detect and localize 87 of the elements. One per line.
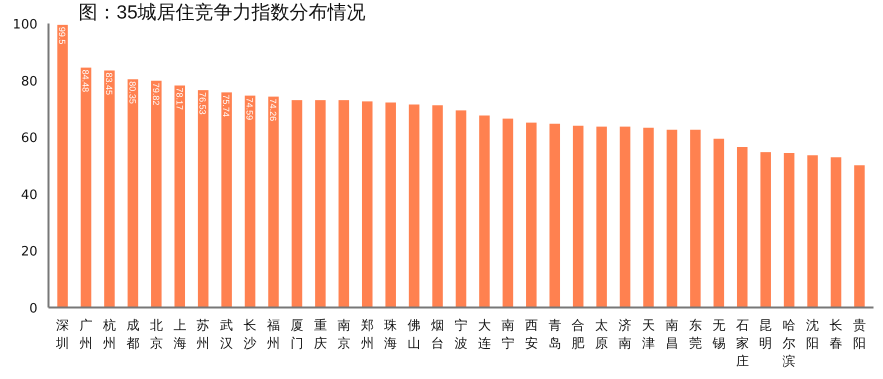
chart-title: 图：35城居住竞争力指数分布情况 [78, 2, 366, 24]
x-tick-label: 烟台 [431, 318, 444, 352]
x-tick-label: 北京 [150, 318, 163, 352]
bar [736, 147, 748, 308]
x-tick-label: 福州 [267, 318, 280, 352]
x-tick-label: 宁波 [454, 318, 468, 352]
data-label: 79.82 [150, 82, 161, 106]
x-tick-label: 哈尔滨 [782, 318, 796, 370]
data-label: 84.48 [80, 70, 90, 92]
bar [315, 100, 326, 308]
x-tick-label: 杭州 [102, 318, 116, 352]
x-tick-label: 无锡 [711, 318, 726, 352]
bar [643, 128, 654, 308]
bar [807, 155, 818, 308]
bar [174, 85, 186, 308]
y-tick-label: 60 [20, 131, 38, 146]
x-tick-label: 太原 [595, 318, 608, 352]
x-tick-label: 深圳 [55, 318, 70, 352]
bar [620, 126, 630, 308]
bar [830, 157, 842, 308]
x-tick-label: 合肥 [572, 318, 585, 352]
y-tick-label: 100 [12, 18, 38, 32]
x-tick-label: 长春 [830, 318, 842, 352]
data-label: 80.35 [127, 81, 138, 104]
bar [128, 79, 138, 308]
x-tick-label: 郑州 [360, 318, 374, 352]
bar [690, 130, 701, 308]
y-tick-label: 0 [29, 302, 38, 316]
bar [596, 126, 607, 308]
data-label: 74.59 [244, 98, 255, 120]
data-label: 75.74 [221, 94, 232, 117]
bar [221, 92, 232, 308]
x-tick-label: 佛山 [408, 318, 421, 352]
bar [57, 24, 68, 308]
x-tick-label: 南京 [337, 318, 350, 352]
bar [292, 100, 302, 308]
y-tick-label: 20 [20, 244, 38, 260]
x-tick-label: 东莞 [688, 318, 702, 352]
bar [760, 152, 771, 308]
bar [714, 138, 724, 308]
x-tick-label: 沈阳 [806, 318, 820, 352]
x-tick-label: 成都 [126, 318, 140, 352]
bar [244, 96, 256, 308]
x-tick-label: 贵阳 [852, 318, 866, 352]
data-label: 76.53 [198, 92, 208, 115]
bar [479, 116, 490, 308]
data-label: 83.45 [104, 72, 114, 96]
data-label: 74.26 [268, 98, 278, 122]
bar [549, 124, 560, 308]
x-tick-label: 珠海 [384, 318, 398, 352]
bar [104, 70, 115, 308]
x-tick-label: 苏州 [196, 318, 210, 352]
x-tick-label: 重庆 [314, 318, 327, 352]
x-tick-label: 天津 [642, 318, 655, 352]
bar [338, 100, 350, 308]
x-tick-label: 长沙 [244, 318, 257, 352]
bar [362, 101, 373, 308]
x-tick-label: 广州 [80, 318, 92, 352]
bar [784, 153, 794, 308]
x-tick-label: 大连 [478, 318, 491, 352]
bar [385, 102, 396, 308]
bar [151, 80, 162, 308]
bar [526, 122, 537, 308]
bar [854, 165, 865, 308]
bar [408, 104, 420, 308]
x-tick-label: 上海 [173, 318, 186, 352]
x-tick-label: 济南 [618, 318, 632, 352]
bar [268, 96, 279, 308]
y-tick-label: 80 [20, 74, 38, 90]
y-tick-label: 40 [20, 188, 38, 203]
x-tick-label: 厦门 [290, 318, 304, 352]
bar [502, 118, 514, 308]
bar [666, 130, 678, 308]
bar [572, 126, 584, 308]
bar [198, 90, 208, 308]
x-tick-label: 南宁 [501, 318, 514, 352]
data-label: 99.5 [57, 26, 68, 44]
x-tick-label: 石家庄 [736, 318, 749, 370]
x-tick-label: 青岛 [548, 318, 562, 352]
bar [80, 68, 92, 308]
bar [432, 105, 443, 308]
x-tick-label: 武汉 [220, 318, 234, 352]
bar [456, 110, 466, 308]
x-tick-label: 南昌 [665, 318, 678, 352]
data-label: 78.17 [174, 87, 184, 110]
x-tick-label: 西安 [524, 318, 538, 352]
x-tick-label: 昆明 [759, 318, 772, 352]
